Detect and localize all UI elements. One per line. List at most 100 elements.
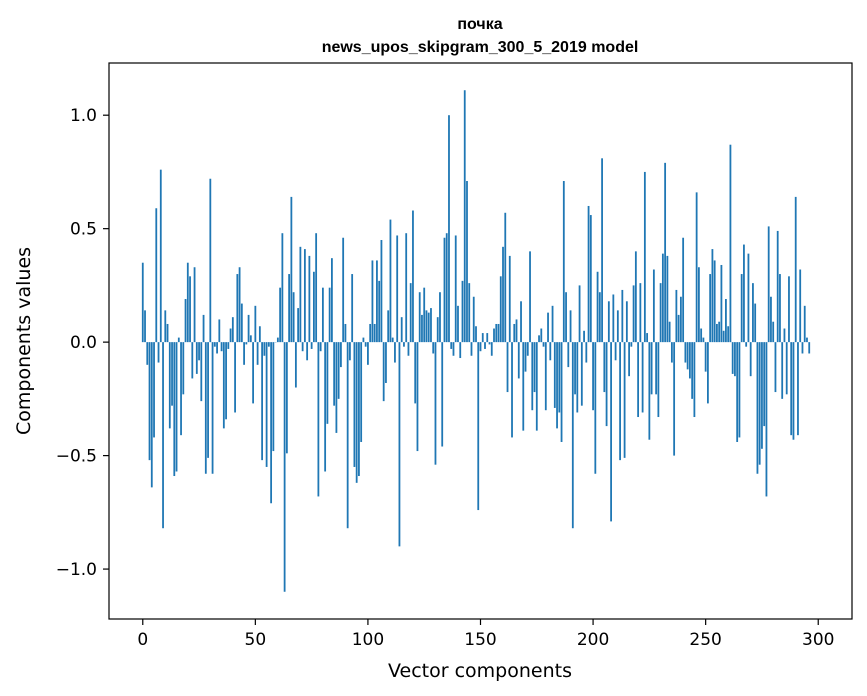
bar [416, 342, 419, 452]
bar [736, 342, 739, 442]
bar [565, 292, 567, 343]
bar [432, 342, 435, 354]
bar [466, 181, 468, 343]
bar [240, 303, 243, 343]
bar [589, 215, 592, 343]
bar [461, 280, 464, 343]
bar [799, 269, 802, 343]
bar [702, 337, 705, 343]
bar [551, 305, 554, 343]
bar [652, 269, 655, 343]
bar [162, 342, 164, 529]
bar [790, 342, 793, 436]
bar [511, 342, 513, 438]
bar [556, 342, 558, 429]
bar [213, 342, 216, 347]
bar [394, 342, 396, 363]
bar [378, 280, 381, 343]
plot-frame [108, 62, 853, 620]
bar [752, 283, 754, 343]
bar [346, 342, 349, 529]
bar [803, 305, 806, 343]
bar [186, 262, 189, 343]
bar [211, 342, 214, 474]
bar [321, 287, 324, 343]
x-tick-label: 250 [689, 630, 721, 650]
bar [171, 342, 173, 406]
x-tick-label: 200 [577, 630, 609, 650]
bar [279, 287, 282, 343]
bar [285, 342, 288, 454]
x-axis-label: Vector components [388, 660, 572, 682]
bar [159, 169, 162, 343]
bar [281, 233, 284, 343]
bar [718, 321, 721, 343]
bar [414, 342, 417, 404]
bar [596, 271, 599, 343]
bar [749, 342, 752, 377]
bar [801, 342, 804, 354]
bar [222, 342, 225, 429]
bar [634, 251, 637, 343]
bar [526, 342, 529, 356]
bar [794, 196, 797, 343]
bar [146, 342, 149, 365]
bar [664, 162, 667, 343]
bar [376, 260, 378, 343]
bar [270, 342, 273, 504]
bar [403, 342, 405, 347]
bar [150, 342, 153, 488]
bar [763, 342, 766, 427]
y-axis-ticks: −1.0 −0.5 0.0 0.5 1.0 [56, 106, 109, 580]
bar [153, 342, 155, 438]
bar [779, 274, 781, 343]
bar [542, 342, 545, 347]
bar [369, 323, 372, 343]
bar [610, 342, 612, 522]
bar [204, 342, 207, 474]
bar [249, 335, 252, 343]
bar [380, 240, 383, 343]
bar [144, 310, 146, 343]
bar [648, 342, 651, 440]
bar [529, 251, 531, 343]
bar [310, 342, 313, 349]
bar [587, 205, 590, 343]
bar [439, 292, 441, 343]
bar [148, 342, 151, 461]
bar [421, 314, 423, 343]
bar [661, 253, 664, 343]
bar [463, 90, 466, 343]
bar [434, 342, 437, 465]
bar [258, 326, 261, 343]
bar [598, 292, 601, 343]
bars-group [141, 90, 811, 592]
bar [297, 308, 300, 343]
bar [326, 342, 329, 424]
bar [531, 342, 534, 411]
bar [666, 255, 669, 343]
bar [806, 337, 808, 343]
bar [677, 314, 680, 343]
bar [540, 328, 543, 343]
bar [265, 342, 268, 467]
bar [517, 342, 520, 379]
bar [538, 335, 540, 343]
bar [571, 342, 574, 529]
bar [720, 264, 723, 343]
bar [245, 342, 248, 345]
bar [797, 342, 799, 436]
bar [475, 326, 477, 343]
bar [225, 342, 227, 420]
bar [686, 342, 689, 370]
bar [308, 255, 311, 343]
bar [367, 342, 369, 365]
bar [504, 212, 507, 343]
bar [655, 342, 658, 395]
bar [335, 342, 338, 433]
bar [684, 342, 687, 363]
bar [713, 260, 716, 343]
bar [457, 305, 459, 343]
bar [362, 337, 365, 343]
bar [263, 342, 266, 356]
